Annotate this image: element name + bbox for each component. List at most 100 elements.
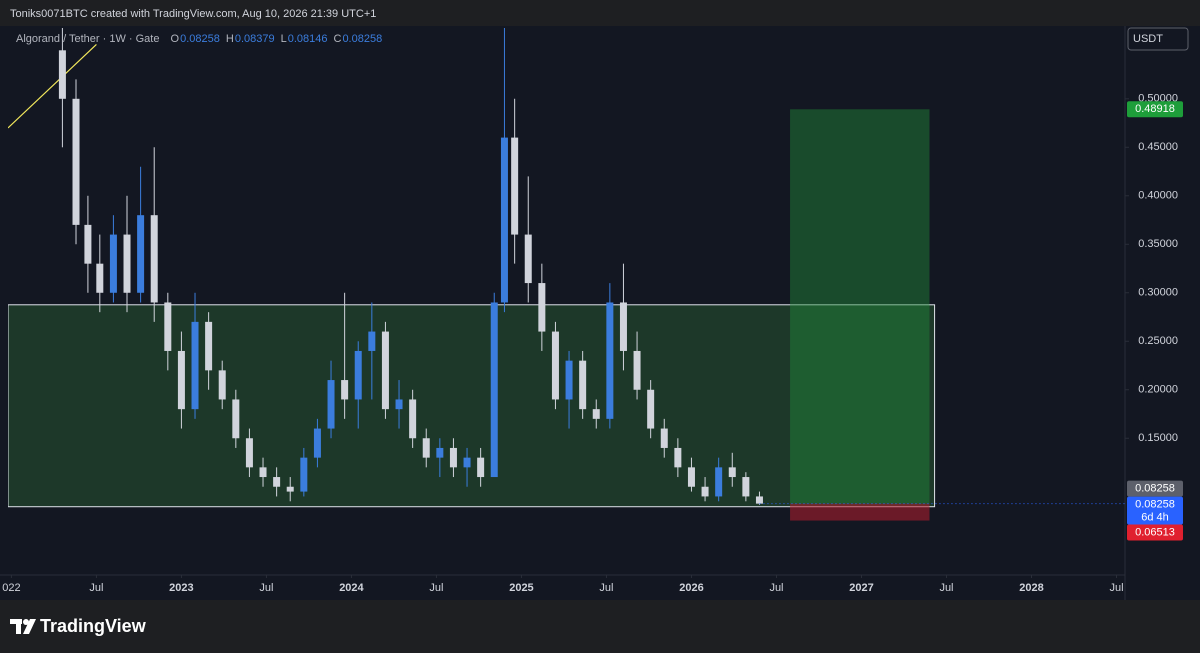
x-tick-label: 2028 bbox=[1019, 582, 1043, 594]
candle-body bbox=[619, 302, 627, 351]
candle-body bbox=[232, 399, 240, 439]
candle-body bbox=[500, 137, 508, 303]
candle-body bbox=[354, 350, 362, 400]
x-tick-label: 2026 bbox=[679, 582, 703, 594]
candle-body bbox=[96, 263, 104, 293]
candle-body bbox=[395, 399, 403, 410]
trend-line bbox=[8, 44, 97, 129]
candle-body bbox=[755, 496, 763, 504]
x-tick-label: 2025 bbox=[509, 582, 533, 594]
legend-symbol: Algorand / Tether · 1W · Gate bbox=[16, 33, 160, 45]
y-tick-label: 0.30000 bbox=[1138, 287, 1178, 299]
candle-body bbox=[84, 224, 92, 264]
currency-box[interactable] bbox=[1127, 27, 1189, 51]
stop-label: 0.06513 bbox=[1135, 526, 1175, 538]
candle-body bbox=[109, 234, 117, 293]
countdown: 6d 4h bbox=[1141, 512, 1169, 524]
candle-body bbox=[490, 302, 498, 478]
candle-body bbox=[674, 447, 682, 468]
candle-body bbox=[273, 477, 281, 487]
close-label-bg bbox=[1127, 480, 1183, 497]
x-tick-label: Jul bbox=[769, 582, 783, 594]
legend-label: C bbox=[333, 33, 342, 45]
candle-body bbox=[313, 428, 321, 458]
legend-value: 0.08258 bbox=[342, 33, 383, 45]
candle-body bbox=[449, 447, 457, 468]
candle-body bbox=[205, 321, 213, 371]
x-tick-label: 2024 bbox=[339, 582, 364, 594]
candle-body bbox=[524, 234, 532, 284]
target-label: 0.48918 bbox=[1135, 103, 1175, 115]
x-tick-label: Jul bbox=[429, 582, 443, 594]
candle-body bbox=[633, 350, 641, 390]
candle-body bbox=[341, 380, 349, 400]
stop-label-bg bbox=[1127, 524, 1183, 541]
legend-value: 0.08146 bbox=[287, 33, 328, 45]
y-tick-label: 0.25000 bbox=[1138, 335, 1178, 347]
tv-logo-icon bbox=[10, 619, 36, 634]
currency: USDT bbox=[1133, 33, 1163, 45]
candle-body bbox=[164, 302, 172, 351]
x-tick-label: 2027 bbox=[849, 582, 873, 594]
close-label: 0.08258 bbox=[1135, 483, 1175, 495]
x-tick-label: Jul bbox=[89, 582, 103, 594]
x-tick-label: Jul bbox=[939, 582, 953, 594]
candle-body bbox=[177, 350, 185, 410]
candle-body bbox=[137, 215, 145, 293]
x-tick-label: 2023 bbox=[169, 582, 193, 594]
y-tick-label: 0.35000 bbox=[1138, 238, 1178, 250]
legend-label: H bbox=[225, 33, 234, 45]
candle-body bbox=[647, 389, 655, 429]
x-tick-label: 022 bbox=[2, 582, 20, 594]
candle-body bbox=[728, 467, 736, 478]
candle-body bbox=[715, 467, 723, 497]
candle-body bbox=[538, 283, 546, 332]
candle-body bbox=[565, 360, 573, 400]
x-tick-label: Jul bbox=[1109, 582, 1123, 594]
last-price-label-bg bbox=[1127, 496, 1183, 525]
candle-body bbox=[742, 477, 750, 497]
candle-body bbox=[579, 360, 587, 410]
candle-body bbox=[123, 234, 131, 293]
candle-body bbox=[436, 447, 444, 458]
y-tick-label: 0.20000 bbox=[1138, 384, 1178, 396]
legend: Algorand / Tether · 1W · Gate O0.08258 H0… bbox=[16, 33, 388, 45]
legend-label: O bbox=[170, 33, 180, 45]
position-stop-zone bbox=[790, 503, 930, 521]
header-credit: Toniks0071BTC created with TradingView.c… bbox=[10, 8, 377, 20]
range-box bbox=[8, 304, 936, 508]
candle-body bbox=[245, 438, 253, 468]
y-tick-label: 0.45000 bbox=[1138, 141, 1178, 153]
target-label-bg bbox=[1127, 101, 1183, 118]
chart-panel bbox=[0, 26, 1200, 600]
footer-logo: TradingView bbox=[40, 616, 147, 636]
candle-body bbox=[368, 331, 376, 351]
candle-body bbox=[191, 321, 199, 410]
candle-body bbox=[286, 486, 294, 492]
candle-body bbox=[511, 137, 519, 235]
legend-value: 0.08379 bbox=[234, 33, 275, 45]
y-tick-label: 0.40000 bbox=[1138, 190, 1178, 202]
candle-body bbox=[592, 409, 600, 419]
legend-value: 0.08258 bbox=[180, 33, 220, 45]
candle-body bbox=[381, 331, 389, 410]
candle-body bbox=[409, 399, 417, 439]
position-target-zone bbox=[790, 109, 930, 504]
candle-body bbox=[300, 457, 308, 492]
candle-body bbox=[150, 215, 158, 303]
candle-body bbox=[463, 457, 471, 468]
candle-body bbox=[58, 50, 66, 99]
candle-body bbox=[72, 98, 80, 225]
candle-body bbox=[218, 370, 226, 400]
candle-body bbox=[327, 380, 335, 429]
candle-body bbox=[422, 438, 430, 458]
plot-area bbox=[8, 28, 936, 521]
candle-body bbox=[259, 467, 267, 478]
candle-body bbox=[660, 428, 668, 448]
candle-body bbox=[687, 467, 695, 487]
last-price-label: 0.08258 bbox=[1135, 499, 1175, 511]
candle-body bbox=[551, 331, 559, 400]
candle-body bbox=[477, 457, 485, 478]
x-tick-label: Jul bbox=[599, 582, 613, 594]
